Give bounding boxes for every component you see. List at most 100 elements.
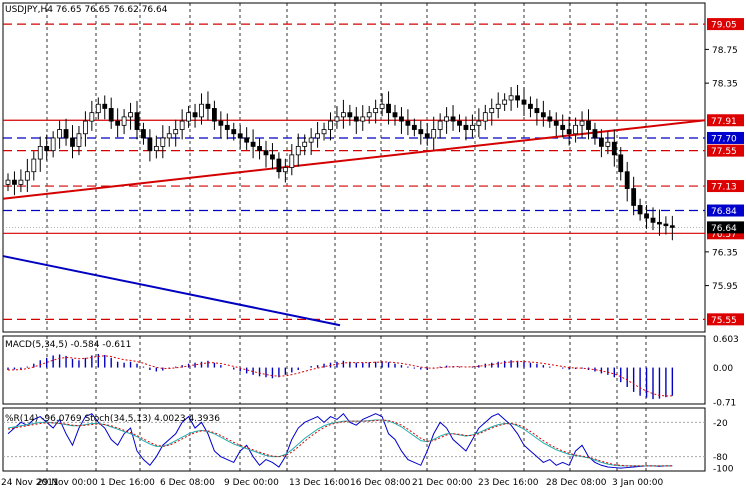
candle-body xyxy=(605,141,611,147)
macd-title: MACD(5,34,5) -0.584 -0.611 xyxy=(5,340,131,350)
candle-body xyxy=(31,158,37,173)
current-price-tag-bg xyxy=(707,221,744,234)
y-tick-label: 76.35 xyxy=(712,248,738,258)
macd-y-tick-label: -0.71 xyxy=(713,399,736,409)
candle-body xyxy=(618,154,624,173)
candle-body xyxy=(450,116,456,122)
price-tag-label: 77.91 xyxy=(711,117,737,127)
candle-body xyxy=(392,112,398,118)
candle-body xyxy=(328,120,333,130)
candle-body xyxy=(244,137,250,143)
candle-body xyxy=(347,112,353,118)
candle-body xyxy=(669,225,675,228)
x-tick-label: 3 Jan 00:00 xyxy=(612,478,664,488)
candle-body xyxy=(108,108,114,122)
vertical-gridlines xyxy=(46,3,647,471)
candle-body xyxy=(508,95,514,101)
candle-body xyxy=(373,108,379,114)
candle-body xyxy=(502,99,508,105)
candle-body xyxy=(199,103,204,118)
candle-body xyxy=(340,112,346,118)
candle-body xyxy=(186,112,192,122)
candle-body xyxy=(50,137,56,152)
price-tag-bg xyxy=(707,313,744,326)
x-tick-label: 16 Dec 08:00 xyxy=(350,478,411,488)
candle-body xyxy=(147,137,153,152)
candle-body xyxy=(386,103,391,114)
candle-body xyxy=(321,129,327,135)
candle-body xyxy=(579,120,585,126)
candle-body xyxy=(599,137,604,147)
candle-body xyxy=(83,120,88,135)
price-tag-label: 77.13 xyxy=(711,183,737,193)
candle-body xyxy=(573,124,578,135)
candle-body xyxy=(173,129,179,135)
candle-body xyxy=(566,129,572,135)
candle-body xyxy=(457,120,462,126)
macd-pane: 0.603 0.00 -0.71 xyxy=(7,335,739,409)
price-tag-bg xyxy=(707,144,744,157)
candle-body xyxy=(631,188,637,206)
price-tag-bg xyxy=(707,204,744,217)
candle-body xyxy=(302,141,308,147)
x-tick-label: 29 Nov 00:00 xyxy=(37,478,98,488)
candle-body xyxy=(179,120,185,130)
x-tick-label: 6 Dec 08:00 xyxy=(160,478,215,488)
candle-body xyxy=(263,150,269,156)
candle-body xyxy=(644,213,649,219)
candle-body xyxy=(534,108,540,114)
candle-body xyxy=(76,133,82,147)
candle-body xyxy=(547,116,553,122)
candle-body xyxy=(276,158,282,173)
candle-body xyxy=(592,129,598,139)
candle-body xyxy=(24,171,30,181)
pane-frames xyxy=(2,2,706,472)
candle-body xyxy=(89,112,95,122)
main-y-axis: 78.75 78.35 76.35 75.95 xyxy=(705,46,738,292)
candle-body xyxy=(44,146,50,152)
stoch-pane: -20 -80 -100 xyxy=(3,412,734,475)
candle-body xyxy=(663,223,669,227)
candle-body xyxy=(57,129,62,139)
candle-body xyxy=(63,129,69,139)
candle-body xyxy=(282,167,288,173)
candle-body xyxy=(250,141,256,147)
price-tag-label: 77.55 xyxy=(711,147,737,157)
macd-pane-frame xyxy=(2,335,706,405)
candle-body xyxy=(315,133,321,139)
price-tag-bg xyxy=(707,180,744,193)
stoch-pane-frame xyxy=(2,407,706,472)
candle-body xyxy=(18,179,24,185)
candle-body xyxy=(12,179,17,185)
current-price-tag: 76.64 xyxy=(711,224,737,234)
candle-body xyxy=(211,108,217,122)
y-tick-label: 78.75 xyxy=(712,46,738,56)
candle-body xyxy=(624,171,630,189)
candle-body xyxy=(482,112,488,122)
x-tick-label: 23 Dec 16:00 xyxy=(478,478,539,488)
candle-body xyxy=(650,217,656,223)
candle-body xyxy=(463,124,469,130)
candle-body xyxy=(295,146,301,156)
candle-body xyxy=(270,154,275,160)
stoch-y-tick-label: -80 xyxy=(713,453,728,463)
candle-body xyxy=(308,137,314,143)
price-tag-bg xyxy=(707,131,744,144)
price-tag-bg xyxy=(707,114,744,127)
stoch-title: %R(14) -96.0769 Stoch(34,5,13) 4.0023 4.… xyxy=(5,414,220,424)
candle-body xyxy=(489,108,495,114)
x-tick-label: 1 Dec 16:00 xyxy=(100,478,155,488)
stoch-series-red xyxy=(7,419,673,467)
macd-y-tick-label: 0.00 xyxy=(713,364,733,374)
candle-body xyxy=(399,116,404,122)
price-tags: 79.05 77.91 77.70 77.55 77.13 76.84 76.57 75.55… xyxy=(707,18,744,326)
candle-body xyxy=(115,120,121,126)
price-tag-label: 76.57 xyxy=(711,230,737,240)
candle-body xyxy=(469,124,475,130)
x-tick-label: 28 Dec 08:00 xyxy=(546,478,607,488)
stoch-y-tick-label: -20 xyxy=(713,419,728,429)
stoch-series-blue xyxy=(7,412,673,469)
